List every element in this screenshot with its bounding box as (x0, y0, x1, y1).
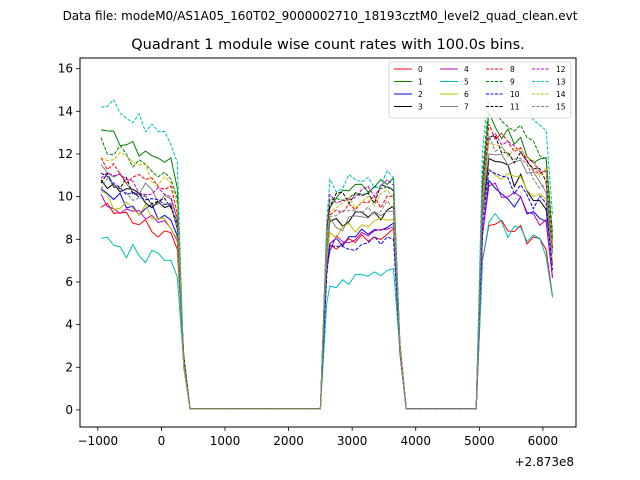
y-tick-label-2: 2 (65, 360, 73, 374)
x-tick-label-0: 0 (158, 434, 166, 448)
suptitle: Data file: modeM0/AS1A05_160T02_90000027… (63, 9, 578, 23)
legend-box (388, 61, 572, 119)
y-tick-label-12: 12 (58, 147, 73, 161)
legend-label-2: 2 (418, 90, 423, 99)
legend-label-13: 13 (556, 78, 566, 87)
series-line-1 (100, 112, 553, 410)
series-line-4 (100, 182, 553, 410)
series-line-6 (100, 168, 553, 410)
plot-area: −1000 0 1000 2000 3000 4000 5000 60000246810121… (58, 57, 577, 448)
x-tick-label-1000: 1000 (210, 434, 241, 448)
axes-frame (79, 57, 577, 428)
y-tick-label-8: 8 (65, 232, 73, 246)
x-tick-label-5000: 5000 (464, 434, 495, 448)
x-tick-label--1000: −1000 (78, 434, 119, 448)
legend-label-6: 6 (464, 90, 469, 99)
legend-label-15: 15 (556, 103, 566, 112)
legend-label-14: 14 (556, 90, 566, 99)
y-tick-label-16: 16 (58, 62, 73, 76)
series-line-7 (100, 153, 553, 410)
legend-label-7: 7 (464, 103, 469, 112)
y-tick-label-6: 6 (65, 275, 73, 289)
series-line-5 (100, 212, 553, 410)
series-line-15 (100, 135, 553, 410)
legend-label-11: 11 (510, 103, 520, 112)
chart-title: Quadrant 1 module wise count rates with … (131, 37, 525, 53)
legend-label-3: 3 (418, 103, 423, 112)
series-line-13 (100, 79, 553, 410)
legend-label-9: 9 (510, 78, 515, 87)
x-tick-label-2000: 2000 (273, 434, 304, 448)
legend-label-10: 10 (510, 90, 520, 99)
x-tick-label-3000: 3000 (337, 434, 368, 448)
y-tick-label-14: 14 (58, 104, 73, 118)
series-line-10 (100, 169, 553, 410)
series-lines (100, 79, 553, 410)
series-line-14 (100, 142, 553, 410)
series-line-0 (100, 202, 553, 410)
y-tick-label-0: 0 (65, 403, 73, 417)
series-line-2 (100, 179, 553, 410)
legend-label-5: 5 (464, 78, 469, 87)
legend-label-0: 0 (418, 65, 423, 74)
y-tick-label-4: 4 (65, 318, 73, 332)
legend-label-8: 8 (510, 65, 515, 74)
x-tick-label-6000: 6000 (528, 434, 559, 448)
legend-label-1: 1 (418, 78, 423, 87)
legend-label-12: 12 (556, 65, 566, 74)
series-line-12 (100, 132, 553, 410)
y-tick-label-10: 10 (58, 190, 73, 204)
legend-label-4: 4 (464, 65, 469, 74)
x-offset-label: +2.873e8 (515, 455, 574, 469)
x-tick-label-4000: 4000 (400, 434, 431, 448)
